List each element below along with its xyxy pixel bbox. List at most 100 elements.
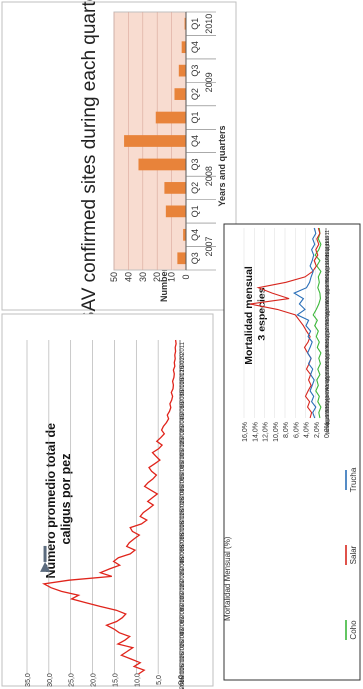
mortalidad-x-tick-label: nov-03 [325, 404, 331, 420]
caligus-x-tick-label: 15-10-2006 [180, 651, 186, 682]
isav-plot-area: 0 10 20 30 40 50 Q3 Q4 Q1 Q2 Q3 Q4 Q1 Q2 Q3 Q4 Q1 2007 200… [109, 11, 216, 282]
caligus-x-tick-label: 15-06-2006 [180, 675, 186, 689]
caligus-y-tick-label: 35,0 [25, 673, 32, 687]
caligus-x-tick-label: 15-08-2008 [180, 520, 186, 551]
caligus-x-tick-label: 15-04-2009 [180, 473, 186, 504]
mortalidad-series-salar [249, 227, 321, 419]
mortalidad-plot-area: 0,0%2,0%4,0% 6,0%8,0%10,0%12,0% 14,0%16,0%… [242, 227, 358, 640]
mortalidad-x-tick-label: may-05 [325, 371, 331, 388]
mortalidad-legend-label: Salar [349, 545, 358, 564]
caligus-title-line-1: Número promedio total de [44, 423, 58, 579]
mortalidad-x-tick-label: feb-07 [325, 333, 331, 347]
isav-quarter-label: Q3 [190, 65, 200, 77]
mortalidad-y-tick-label: 0,0% [324, 422, 331, 438]
isav-chart: ISAV confirmed sites during each quarter… [1, 0, 237, 330]
mortalidad-x-tick-label: nov-10 [325, 252, 331, 268]
mortalidad-x-tick-label: nov-04 [325, 382, 331, 398]
caligus-x-tick-label: 15-06-2009 [180, 461, 186, 492]
mortalidad-chart-border [223, 223, 361, 681]
caligus-x-tick-label: 15-12-2009 [180, 425, 186, 456]
mortalidad-title-line-1: Mortalidad mensual [243, 266, 255, 365]
caligus-x-tick-label: 15-12-2008 [180, 496, 186, 527]
mortalidad-x-tick-label: ago-07 [325, 322, 331, 338]
isav-bar [124, 135, 186, 147]
caligus-x-tick-label: 15-04-2008 [180, 544, 186, 575]
mortalidad-x-tick-label: may-04 [325, 393, 331, 410]
caligus-y-tick-label: 25,0 [69, 673, 76, 687]
mortalidad-y-tick-label: 14,0% [252, 422, 259, 442]
mortalidad-x-tick-label: ago-03 [325, 409, 331, 425]
caligus-y-tick-label: 5,0 [156, 675, 163, 685]
caligus-x-tick-label: 15-04-2007 [180, 616, 186, 647]
caligus-series-line [41, 339, 177, 675]
caligus-y-tick-label: 15,0 [112, 673, 119, 687]
mortalidad-series-trucha [293, 227, 317, 419]
mortalidad-x-tick-label: ago-09 [325, 279, 331, 295]
isav-quarter-label: Q2 [190, 182, 200, 194]
isav-quarter-label: Q1 [190, 112, 200, 124]
caligus-x-tick-label: 15-12-2006 [180, 640, 186, 671]
mortalidad-x-tick-label: nov-11 [325, 230, 331, 245]
caligus-chart: Número promedio total de caligus por pez… [1, 313, 214, 689]
mortalidad-y-tick-label: 12,0% [263, 422, 270, 442]
isav-bar [138, 158, 186, 171]
mortalidad-x-tick-label: ago-11 [325, 235, 331, 250]
mortalidad-x-tick-label: ago-10 [325, 257, 331, 273]
mortalidad-x-tick-label: may-09 [325, 284, 331, 301]
mortalidad-x-tick-label: feb-08 [325, 311, 331, 325]
caligus-x-tick-label: 15-04-2010 [180, 401, 186, 432]
isav-quarter-label: Q3 [190, 252, 200, 264]
caligus-x-tick-label: 15-02-2010 [180, 413, 186, 444]
caligus-x-tick-label: 15-10-2008 [180, 508, 186, 539]
caligus-y-tick-label: 0,0 [178, 675, 185, 685]
mortalidad-x-tick-label: may-06 [325, 349, 331, 366]
mortalidad-series-coho [312, 227, 322, 419]
mortalidad-y-tick-label: 2,0% [314, 422, 321, 438]
caligus-x-tick-label: 15-10-2010 [180, 365, 186, 396]
mortalidad-x-tick-label: ago-04 [325, 387, 331, 403]
caligus-y-tick-label: 30,0 [47, 673, 54, 687]
mortalidad-x-tick-label: feb-03 [325, 420, 331, 434]
caligus-x-tick-label: 15-08-2007 [180, 592, 186, 623]
mortalidad-chart: Mortalidad mensual 3 especies Mortalidad… [223, 223, 361, 681]
mortalidad-x-tick-label: nov-09 [325, 273, 331, 289]
mortalidad-y-tick-label: 6,0% [293, 422, 300, 438]
mortalidad-x-tick-label: ago-08 [325, 300, 331, 316]
mortalidad-x-tick-label: nov-06 [325, 338, 331, 354]
mortalidad-y-tick-label: 4,0% [304, 422, 311, 438]
isav-quarter-label: Q4 [190, 41, 200, 53]
caligus-x-tick-label: 15-10-2009 [180, 437, 186, 468]
mortalidad-y-tick-label: 10,0% [273, 422, 280, 442]
isav-y-tick-label: 10 [167, 272, 177, 282]
caligus-x-tick-label: 15-02-2007 [180, 628, 186, 659]
isav-x-axis-label: Years and quarters [217, 125, 227, 206]
caligus-chart-border [1, 313, 214, 687]
isav-bar [178, 64, 186, 77]
mortalidad-x-tick-label: nov-08 [325, 295, 331, 311]
isav-y-tick-label: 50 [109, 272, 119, 282]
caligus-x-tick-label: 15-02-2009 [180, 484, 186, 515]
isav-bar [184, 17, 186, 30]
caligus-x-tick-label: 15-06-2008 [180, 532, 186, 563]
caligus-x-tick-label: 15-12-2007 [180, 568, 186, 599]
mortalidad-x-tick-label: feb-09 [325, 290, 331, 304]
mortalidad-legend-label: Trucha [349, 467, 358, 492]
mortalidad-x-tick-label: may-03 [325, 414, 331, 431]
isav-y-tick-label: 0 [181, 274, 191, 279]
isav-year-label: 2008 [204, 166, 214, 186]
caligus-y-tick-label: 20,0 [91, 673, 98, 687]
isav-bar [155, 111, 186, 124]
caligus-chart-title: Número promedio total de caligus por pez [44, 419, 73, 578]
caligus-title-line-2: caligus por pez [59, 454, 73, 545]
mortalidad-x-tick-label: nov-07 [325, 317, 331, 333]
mortalidad-legend-label: Coho [349, 620, 358, 640]
mortalidad-x-tick-label: ago-05 [325, 366, 331, 382]
isav-quarter-label: Q1 [190, 18, 200, 30]
mortalidad-x-tick-label: feb-10 [325, 268, 331, 282]
isav-chart-title: ISAV confirmed sites during each quarter [79, 0, 100, 330]
mortalidad-y-tick-label: 8,0% [283, 422, 290, 438]
mortalidad-x-tick-label: feb-11 [325, 246, 331, 260]
caligus-x-tick-label: 15-08-2010 [180, 377, 186, 408]
isav-bar [164, 182, 186, 194]
